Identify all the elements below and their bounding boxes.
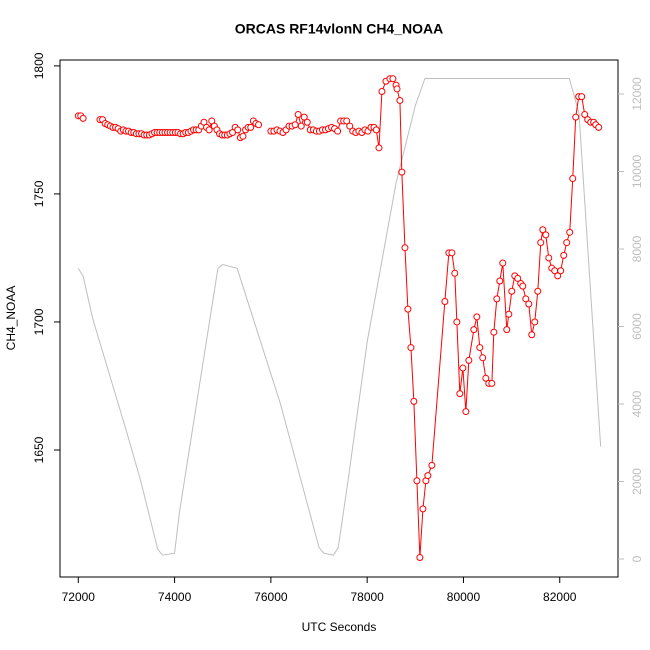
- data-point: [476, 344, 484, 352]
- data-point: [534, 287, 542, 295]
- y-axis-label: CH4_NOAA: [4, 286, 18, 351]
- data-point: [419, 505, 427, 513]
- data-point: [334, 127, 342, 135]
- data-point: [413, 477, 421, 485]
- data-line: [78, 78, 600, 558]
- data-point: [563, 239, 571, 247]
- data-point: [566, 228, 574, 236]
- data-point: [542, 231, 550, 239]
- data-point: [401, 244, 409, 252]
- x-axis-label: UTC Seconds: [302, 620, 377, 634]
- data-point: [389, 75, 397, 83]
- data-point: [557, 267, 565, 275]
- data-point: [291, 121, 299, 129]
- data-point: [407, 344, 415, 352]
- data-point: [545, 254, 553, 262]
- plot-frame: [59, 59, 619, 578]
- data-point: [595, 123, 603, 131]
- data-point: [508, 287, 516, 295]
- data-point: [297, 122, 305, 130]
- data-point: [375, 144, 383, 152]
- data-point: [300, 113, 308, 121]
- data-point: [398, 168, 406, 176]
- y-tick-label: 1700: [32, 308, 46, 335]
- x-tick-label: 82000: [543, 590, 577, 604]
- data-point: [372, 126, 380, 134]
- x-tick-label: 76000: [254, 590, 288, 604]
- data-point: [560, 251, 568, 259]
- y2-tick-label: 10000: [630, 154, 644, 188]
- data-point: [294, 111, 302, 119]
- data-point: [459, 364, 467, 372]
- y-tick-label: 1650: [32, 436, 46, 463]
- y2-tick-label: 12000: [630, 77, 644, 111]
- data-point: [234, 126, 242, 134]
- data-point: [482, 374, 490, 382]
- data-point: [572, 113, 580, 121]
- data-point: [456, 390, 464, 398]
- x-tick-label: 72000: [62, 590, 96, 604]
- data-point: [522, 295, 530, 303]
- data-point: [473, 313, 481, 321]
- data-point: [531, 318, 539, 326]
- data-line: [77, 77, 602, 556]
- data-point: [503, 326, 511, 334]
- data-point: [346, 122, 354, 130]
- y2-tick-label: 4000: [630, 390, 644, 417]
- y-tick-label: 1750: [32, 180, 46, 207]
- data-point: [255, 121, 263, 129]
- x-tick-label: 78000: [350, 590, 384, 604]
- data-point: [428, 461, 436, 469]
- y2-tick-label: 6000: [630, 313, 644, 340]
- data-point: [465, 356, 473, 364]
- y2-tick-label: 2000: [630, 468, 644, 495]
- data-point: [539, 226, 547, 234]
- data-point: [499, 259, 507, 267]
- data-point: [205, 126, 213, 134]
- data-point: [490, 328, 498, 336]
- data-point: [451, 269, 459, 277]
- data-point: [581, 111, 589, 119]
- data-point: [493, 295, 501, 303]
- data-point: [404, 305, 412, 313]
- data-point: [424, 472, 432, 480]
- data-point: [514, 274, 522, 282]
- data-point: [239, 132, 247, 140]
- data-point: [343, 117, 351, 125]
- data-point: [441, 297, 449, 305]
- data-point: [554, 272, 562, 280]
- data-point: [569, 175, 577, 183]
- chart-title: ORCAS RF14vlonN CH4_NOAA: [235, 21, 443, 37]
- data-point: [488, 379, 496, 387]
- data-point: [496, 277, 504, 285]
- data-point: [416, 554, 424, 562]
- data-point: [528, 331, 536, 339]
- data-point: [505, 310, 513, 318]
- data-point: [519, 282, 527, 290]
- data-point: [525, 300, 533, 308]
- data-point: [247, 123, 255, 131]
- y2-tick-label: 0: [630, 555, 644, 562]
- data-point: [410, 397, 418, 405]
- data-point: [537, 239, 545, 247]
- x-tick-label: 80000: [447, 590, 481, 604]
- data-point: [479, 354, 487, 362]
- data-point: [393, 85, 401, 93]
- data-point: [448, 249, 456, 257]
- data-point: [303, 118, 311, 126]
- data-point: [470, 326, 478, 334]
- data-point: [578, 93, 586, 101]
- data-point: [378, 87, 386, 95]
- data-point: [462, 408, 470, 416]
- data-point: [453, 318, 461, 326]
- data-point: [396, 96, 404, 104]
- data-point: [79, 114, 87, 122]
- y-tick-label: 1800: [32, 52, 46, 79]
- x-tick-label: 74000: [158, 590, 192, 604]
- y2-tick-label: 8000: [630, 235, 644, 262]
